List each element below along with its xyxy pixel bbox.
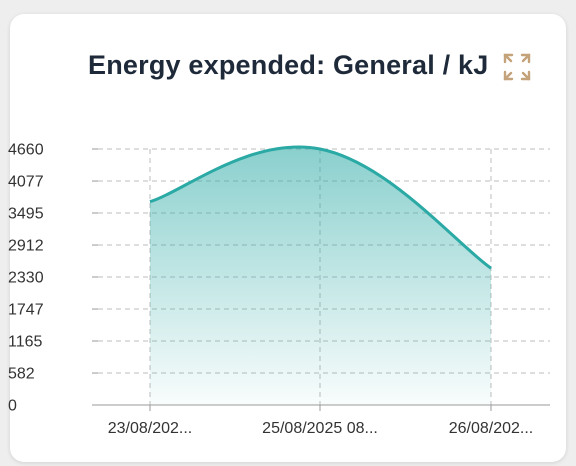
y-tick-label: 3495 [8,206,44,223]
y-tick-label: 4660 [8,142,44,159]
y-tick-label: 0 [8,398,17,415]
y-tick-label: 2330 [8,270,44,287]
x-tick-label: 25/08/2025 08... [262,420,378,437]
chart-title: Energy expended: General / kJ [88,50,489,80]
x-tick-label: 23/08/202... [108,420,193,437]
y-tick-label: 1165 [8,334,43,351]
x-tick-label: 26/08/202... [449,420,534,437]
area-fill [150,146,491,406]
y-tick-label: 4077 [8,174,44,191]
y-tick-label: 2912 [8,238,44,255]
y-tick-label: 582 [8,366,35,383]
y-tick-label: 1747 [8,302,44,319]
expand-icon[interactable] [502,52,532,82]
series-line [149,145,492,270]
